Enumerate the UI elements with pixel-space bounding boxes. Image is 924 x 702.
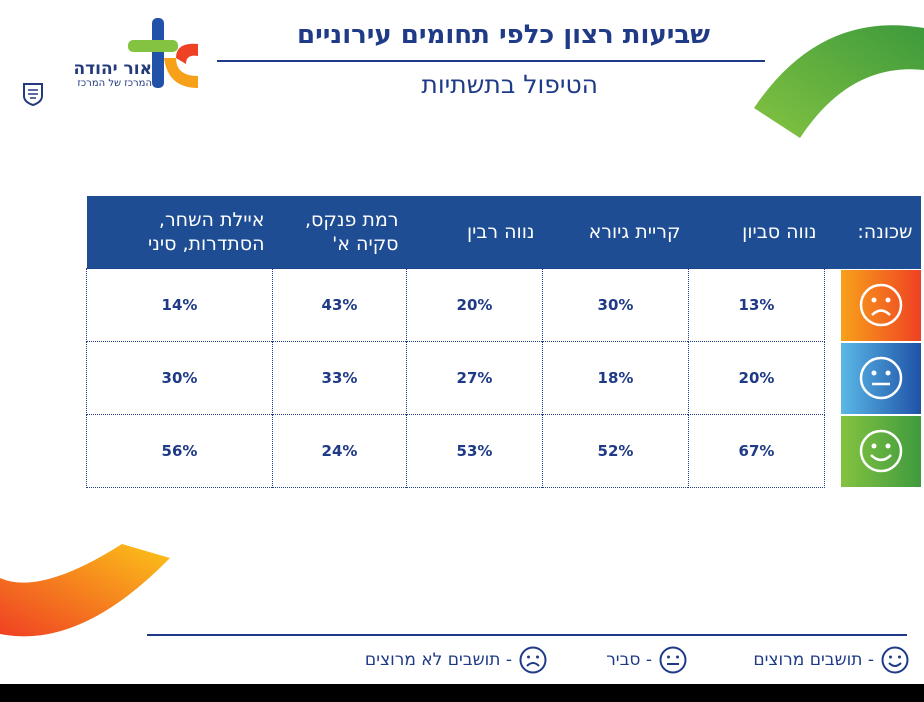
happy-face-icon [859,429,902,473]
legend-happy-label: - תושבים מרוצים [753,650,874,670]
column-header: נווה רבין [406,196,543,269]
bottom-bar [0,684,924,702]
page-title: שביעות רצון כלפי תחומים עירוניים [297,20,710,50]
table-row: 13% 30% 20% 43% 14% [86,268,921,342]
table-cell: 43% [272,268,407,342]
title-divider [217,60,765,62]
column-header: קריית גיורא [542,196,689,269]
green-arc-decoration [754,25,924,138]
row-face-cell [825,269,921,342]
table-cell: 20% [688,341,825,415]
column-header: רמת פנקס, סקיה א' [272,196,407,269]
table-header-row: שכונה: נווה סביון קריית גיורא נווה רבין … [86,196,921,269]
column-header: איילת השחר, הסתדרות, סיני [86,196,273,269]
logo-subtitle: המרכז של המרכז [77,78,152,89]
column-header: נווה סביון [688,196,825,269]
table-cell: 56% [86,414,273,488]
legend-unhappy-label: - תושבים לא מרוצים [364,650,512,670]
unhappy-face-outline-icon [519,646,547,674]
table-cell: 13% [688,268,825,342]
legend-neutral-label: - סביר [606,650,652,670]
table-cell: 67% [688,414,825,488]
logo-name: אור יהודה [73,59,152,79]
table-cell: 30% [542,268,689,342]
table-cell: 33% [272,341,407,415]
table-row: 67% 52% 53% 24% 56% [86,414,921,488]
table-cell: 20% [406,268,543,342]
table-row: 20% 18% 27% 33% 30% [86,341,921,415]
legend-divider [147,634,907,636]
logo-mark-icon [128,18,198,88]
neutral-face-outline-icon [659,646,687,674]
table-cell: 24% [272,414,407,488]
table-cell: 14% [86,268,273,342]
orange-arc-decoration [0,544,170,637]
table-cell: 53% [406,414,543,488]
happy-face-outline-icon [881,646,909,674]
table-cell: 27% [406,341,543,415]
city-emblem-icon [23,83,43,106]
city-logo: אור יהודה המרכז של המרכז [10,18,200,106]
legend-neutral: - סביר [588,644,688,676]
neighborhood-key-header: שכונה: [824,196,921,269]
row-face-cell [825,415,921,488]
neutral-face-icon [859,356,902,400]
unhappy-face-icon [859,283,902,327]
satisfaction-table: שכונה: נווה סביון קריית גיורא נווה רבין … [86,196,921,488]
table-cell: 52% [542,414,689,488]
page-subtitle: הטיפול בתשתיות [421,70,598,99]
table-cell: 18% [542,341,689,415]
legend-happy: - תושבים מרוצים [730,644,910,676]
table-cell: 30% [86,341,273,415]
row-face-cell [825,342,921,415]
legend-unhappy: - תושבים לא מרוצים [338,644,548,676]
